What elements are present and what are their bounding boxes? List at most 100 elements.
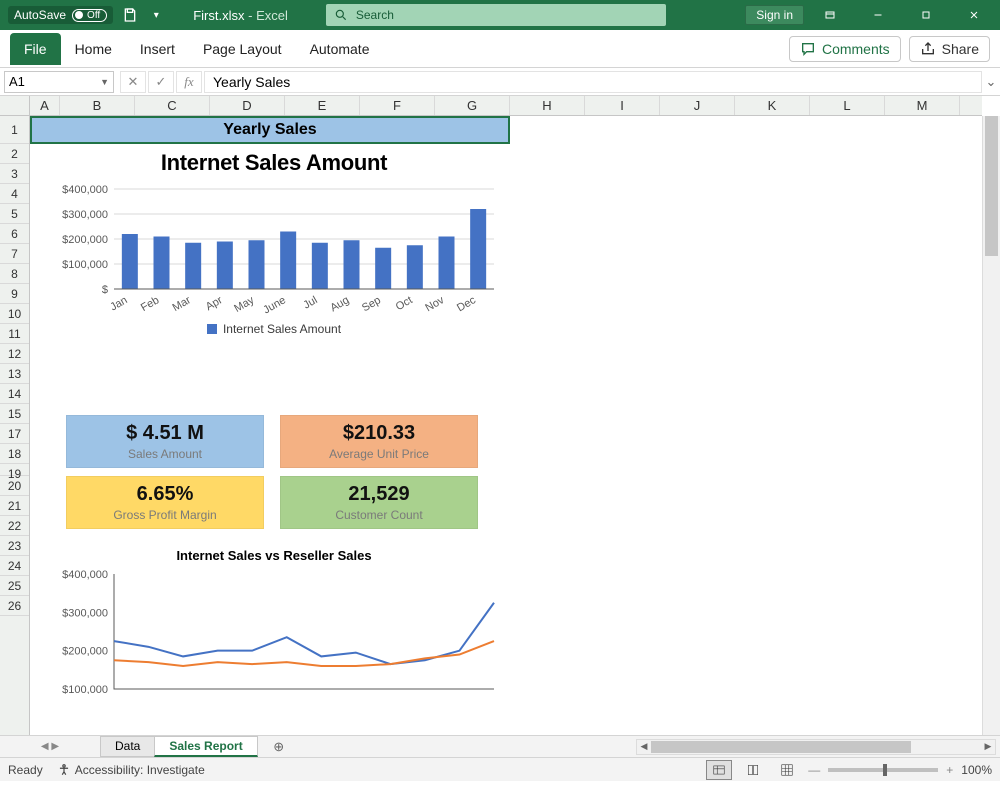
row-header[interactable]: 5: [0, 204, 29, 224]
col-header[interactable]: M: [885, 96, 960, 115]
minimize-icon[interactable]: [856, 0, 900, 30]
row-header[interactable]: 6: [0, 224, 29, 244]
view-page-break-icon[interactable]: [774, 760, 800, 780]
row-header[interactable]: 26: [0, 596, 29, 616]
tab-home[interactable]: Home: [61, 33, 126, 65]
more-icon[interactable]: ▾: [147, 6, 165, 24]
select-all-corner[interactable]: [0, 96, 30, 115]
row-header[interactable]: 3: [0, 164, 29, 184]
tab-page-layout[interactable]: Page Layout: [189, 33, 296, 65]
chevron-down-icon: ▼: [100, 77, 109, 87]
row-header[interactable]: 22: [0, 516, 29, 536]
row-header[interactable]: 10: [0, 304, 29, 324]
svg-text:Jul: Jul: [301, 294, 319, 311]
autosave-toggle[interactable]: AutoSave Off: [8, 6, 113, 24]
row-header[interactable]: 17: [0, 424, 29, 444]
kpi-label: Gross Profit Margin: [69, 508, 261, 522]
app-name: Excel: [256, 8, 288, 23]
svg-text:Sep: Sep: [360, 294, 383, 314]
row-header[interactable]: 23: [0, 536, 29, 556]
save-icon[interactable]: [121, 6, 139, 24]
fx-icon[interactable]: fx: [176, 71, 202, 93]
row-header[interactable]: 1: [0, 116, 29, 144]
search-input[interactable]: Search: [326, 4, 666, 26]
col-header[interactable]: D: [210, 96, 285, 115]
scroll-left-icon[interactable]: ◀: [637, 740, 651, 754]
row-header[interactable]: 20: [0, 476, 29, 496]
tab-nav[interactable]: ◀ ▶: [0, 741, 100, 752]
line-chart-svg: $100,000$200,000$300,000$400,000: [34, 569, 504, 694]
row-header[interactable]: 21: [0, 496, 29, 516]
formula-bar: A1 ▼ ✕ ✓ fx Yearly Sales ⌄: [0, 68, 1000, 96]
sheet-tab[interactable]: Sales Report: [154, 736, 257, 757]
sheet-body[interactable]: Yearly Sales Internet Sales Amount $$100…: [30, 116, 982, 763]
expand-formula-icon[interactable]: ⌄: [982, 74, 1000, 90]
row-header[interactable]: 2: [0, 144, 29, 164]
close-icon[interactable]: [952, 0, 996, 30]
comments-label: Comments: [822, 41, 890, 57]
cancel-formula-icon[interactable]: ✕: [120, 71, 146, 93]
row-header[interactable]: 19: [0, 464, 29, 476]
tab-insert[interactable]: Insert: [126, 33, 189, 65]
svg-text:Jan: Jan: [108, 294, 129, 313]
col-header[interactable]: G: [435, 96, 510, 115]
col-header[interactable]: B: [60, 96, 135, 115]
accessibility-status[interactable]: Accessibility: Investigate: [57, 763, 205, 777]
scroll-thumb[interactable]: [651, 741, 911, 753]
ribbon-options-icon[interactable]: [808, 0, 852, 30]
row-header[interactable]: 7: [0, 244, 29, 264]
horizontal-scrollbar[interactable]: ◀ ▶: [636, 739, 996, 755]
svg-text:$400,000: $400,000: [62, 184, 108, 196]
col-header[interactable]: A: [30, 96, 60, 115]
view-normal-icon[interactable]: [706, 760, 732, 780]
scroll-thumb[interactable]: [985, 116, 998, 256]
row-header[interactable]: 18: [0, 444, 29, 464]
sheet-tab[interactable]: Data: [100, 736, 155, 757]
zoom-slider[interactable]: [828, 768, 938, 772]
signin-button[interactable]: Sign in: [745, 5, 804, 25]
kpi-label: Average Unit Price: [283, 447, 475, 461]
col-header[interactable]: C: [135, 96, 210, 115]
row-header[interactable]: 8: [0, 264, 29, 284]
tab-file[interactable]: File: [10, 33, 61, 65]
kpi-value: 21,529: [283, 483, 475, 506]
scroll-right-icon[interactable]: ▶: [981, 740, 995, 754]
vertical-scrollbar[interactable]: ▲ ▼: [982, 116, 1000, 763]
tab-automate[interactable]: Automate: [296, 33, 384, 65]
maximize-icon[interactable]: [904, 0, 948, 30]
cell-merged-title[interactable]: Yearly Sales: [30, 116, 510, 144]
row-header[interactable]: 24: [0, 556, 29, 576]
share-button[interactable]: Share: [909, 36, 990, 62]
worksheet-grid: ABCDEFGHIJKLM 12345678910111213141517181…: [0, 96, 1000, 781]
legend-swatch: [207, 324, 217, 334]
col-header[interactable]: E: [285, 96, 360, 115]
name-box[interactable]: A1 ▼: [4, 71, 114, 93]
col-header[interactable]: H: [510, 96, 585, 115]
row-header[interactable]: 11: [0, 324, 29, 344]
col-header[interactable]: F: [360, 96, 435, 115]
comments-button[interactable]: Comments: [789, 36, 901, 62]
accessibility-icon: [57, 763, 71, 777]
row-header[interactable]: 15: [0, 404, 29, 424]
col-header[interactable]: J: [660, 96, 735, 115]
row-header[interactable]: 14: [0, 384, 29, 404]
kpi-label: Customer Count: [283, 508, 475, 522]
row-header[interactable]: 25: [0, 576, 29, 596]
view-page-layout-icon[interactable]: [740, 760, 766, 780]
add-sheet-button[interactable]: ⊕: [267, 737, 291, 757]
row-header[interactable]: 4: [0, 184, 29, 204]
col-header[interactable]: L: [810, 96, 885, 115]
svg-text:Oct: Oct: [394, 294, 415, 313]
confirm-formula-icon[interactable]: ✓: [148, 71, 174, 93]
row-header[interactable]: 9: [0, 284, 29, 304]
kpi-value: 6.65%: [69, 483, 261, 506]
col-header[interactable]: I: [585, 96, 660, 115]
row-header[interactable]: 12: [0, 344, 29, 364]
row-header[interactable]: 13: [0, 364, 29, 384]
col-header[interactable]: K: [735, 96, 810, 115]
bar-chart[interactable]: Internet Sales Amount $$100,000$200,000$…: [34, 150, 514, 336]
svg-text:$200,000: $200,000: [62, 234, 108, 246]
chart-title: Internet Sales Amount: [34, 150, 514, 176]
formula-input[interactable]: Yearly Sales: [204, 71, 982, 93]
line-chart[interactable]: Internet Sales vs Reseller Sales $100,00…: [34, 548, 514, 697]
